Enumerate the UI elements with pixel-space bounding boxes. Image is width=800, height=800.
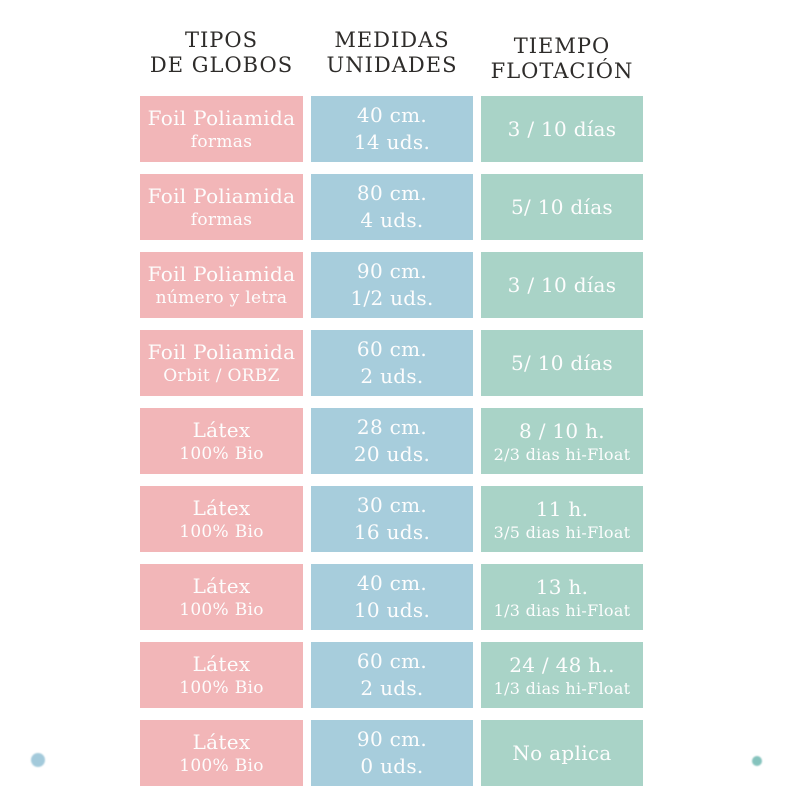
cell-line-2: 100% Bio: [179, 600, 264, 620]
column-header-medidas-unidades: MEDIDAS UNIDADES: [311, 28, 473, 84]
float-time-cell: 13 h. 1/3 dias hi-Float: [481, 564, 643, 630]
cell-line-1: Látex: [192, 652, 251, 676]
cell-line-2: 100% Bio: [179, 678, 264, 698]
cell-line-2: 16 uds.: [353, 520, 431, 544]
header-line-2: UNIDADES: [326, 53, 458, 77]
cell-line-1: Látex: [192, 496, 251, 520]
cell-line-1: 5/ 10 días: [510, 195, 613, 219]
float-time-cell: 3 / 10 días: [481, 252, 643, 318]
float-time-cell: 8 / 10 h. 2/3 dias hi-Float: [481, 408, 643, 474]
cell-line-2: 2 uds.: [360, 676, 424, 700]
cell-line-1: 11 h.: [535, 496, 589, 521]
header-line-1: TIPOS: [184, 28, 259, 52]
balloon-info-table: TIPOS DE GLOBOS MEDIDAS UNIDADES TIEMPO …: [140, 28, 643, 786]
header-line-1: TIEMPO: [513, 34, 611, 58]
float-time-cell: 3 / 10 días: [481, 96, 643, 162]
cell-line-1: Foil Poliamida: [147, 106, 296, 130]
balloon-type-cell: Foil Poliamida formas: [140, 174, 303, 240]
column-header-tiempo-flotacion: TIEMPO FLOTACIÓN: [481, 28, 643, 84]
cell-line-2: 10 uds.: [353, 598, 431, 622]
cell-line-2: número y letra: [155, 288, 288, 308]
cell-line-2: 2/3 dias hi-Float: [493, 444, 631, 464]
cell-line-1: 90 cm.: [356, 259, 428, 283]
cell-line-1: Foil Poliamida: [147, 184, 296, 208]
float-time-cell: 24 / 48 h.. 1/3 dias hi-Float: [481, 642, 643, 708]
float-time-cell: 11 h. 3/5 dias hi-Float: [481, 486, 643, 552]
balloon-type-cell: Látex 100% Bio: [140, 408, 303, 474]
cell-line-1: 8 / 10 h.: [519, 418, 605, 443]
cell-line-1: 28 cm.: [356, 415, 428, 439]
decor-dot-bottom-left: [31, 753, 45, 767]
measure-units-cell: 90 cm. 0 uds.: [311, 720, 473, 786]
cell-line-1: 13 h.: [535, 574, 589, 599]
cell-line-1: Látex: [192, 730, 251, 754]
measure-units-cell: 40 cm. 10 uds.: [311, 564, 473, 630]
cell-line-1: 40 cm.: [356, 103, 428, 127]
measure-units-cell: 40 cm. 14 uds.: [311, 96, 473, 162]
cell-line-2: 14 uds.: [353, 130, 431, 154]
measure-units-cell: 60 cm. 2 uds.: [311, 642, 473, 708]
balloon-type-cell: Látex 100% Bio: [140, 564, 303, 630]
cell-line-2: 1/2 uds.: [350, 286, 434, 310]
cell-line-1: 30 cm.: [356, 493, 428, 517]
measure-units-cell: 80 cm. 4 uds.: [311, 174, 473, 240]
cell-line-2: Orbit / ORBZ: [163, 366, 280, 386]
cell-line-2: 1/3 dias hi-Float: [493, 600, 631, 620]
measure-units-cell: 90 cm. 1/2 uds.: [311, 252, 473, 318]
balloon-type-cell: Látex 100% Bio: [140, 486, 303, 552]
cell-line-1: Foil Poliamida: [147, 340, 296, 364]
cell-line-1: 24 / 48 h..: [509, 652, 615, 677]
cell-line-2: 3/5 dias hi-Float: [493, 522, 631, 542]
float-time-cell: 5/ 10 días: [481, 174, 643, 240]
balloon-type-cell: Foil Poliamida formas: [140, 96, 303, 162]
column-header-tipos-de-globos: TIPOS DE GLOBOS: [140, 28, 303, 84]
cell-line-1: 3 / 10 días: [507, 117, 617, 141]
cell-line-1: 60 cm.: [356, 337, 428, 361]
cell-line-1: 3 / 10 días: [507, 273, 617, 297]
decor-dot-bottom-right: [752, 756, 762, 766]
float-time-cell: No aplica: [481, 720, 643, 786]
measure-units-cell: 60 cm. 2 uds.: [311, 330, 473, 396]
cell-line-2: 100% Bio: [179, 756, 264, 776]
header-line-2: FLOTACIÓN: [490, 59, 634, 83]
cell-line-1: 60 cm.: [356, 649, 428, 673]
header-line-2: DE GLOBOS: [149, 53, 294, 77]
float-time-cell: 5/ 10 días: [481, 330, 643, 396]
cell-line-1: 90 cm.: [356, 727, 428, 751]
cell-line-2: 2 uds.: [360, 364, 424, 388]
balloon-type-cell: Látex 100% Bio: [140, 720, 303, 786]
cell-line-2: formas: [190, 132, 253, 152]
cell-line-2: 1/3 dias hi-Float: [493, 678, 631, 698]
cell-line-1: Foil Poliamida: [147, 262, 296, 286]
header-line-1: MEDIDAS: [334, 28, 450, 52]
balloon-type-cell: Foil Poliamida Orbit / ORBZ: [140, 330, 303, 396]
measure-units-cell: 30 cm. 16 uds.: [311, 486, 473, 552]
cell-line-2: formas: [190, 210, 253, 230]
measure-units-cell: 28 cm. 20 uds.: [311, 408, 473, 474]
cell-line-2: 100% Bio: [179, 522, 264, 542]
balloon-type-cell: Látex 100% Bio: [140, 642, 303, 708]
cell-line-1: Látex: [192, 574, 251, 598]
cell-line-1: Látex: [192, 418, 251, 442]
cell-line-1: No aplica: [512, 741, 612, 765]
cell-line-2: 20 uds.: [353, 442, 431, 466]
balloon-type-cell: Foil Poliamida número y letra: [140, 252, 303, 318]
cell-line-2: 4 uds.: [360, 208, 424, 232]
cell-line-2: 100% Bio: [179, 444, 264, 464]
cell-line-2: 0 uds.: [360, 754, 424, 778]
cell-line-1: 40 cm.: [356, 571, 428, 595]
cell-line-1: 80 cm.: [356, 181, 428, 205]
cell-line-1: 5/ 10 días: [510, 351, 613, 375]
